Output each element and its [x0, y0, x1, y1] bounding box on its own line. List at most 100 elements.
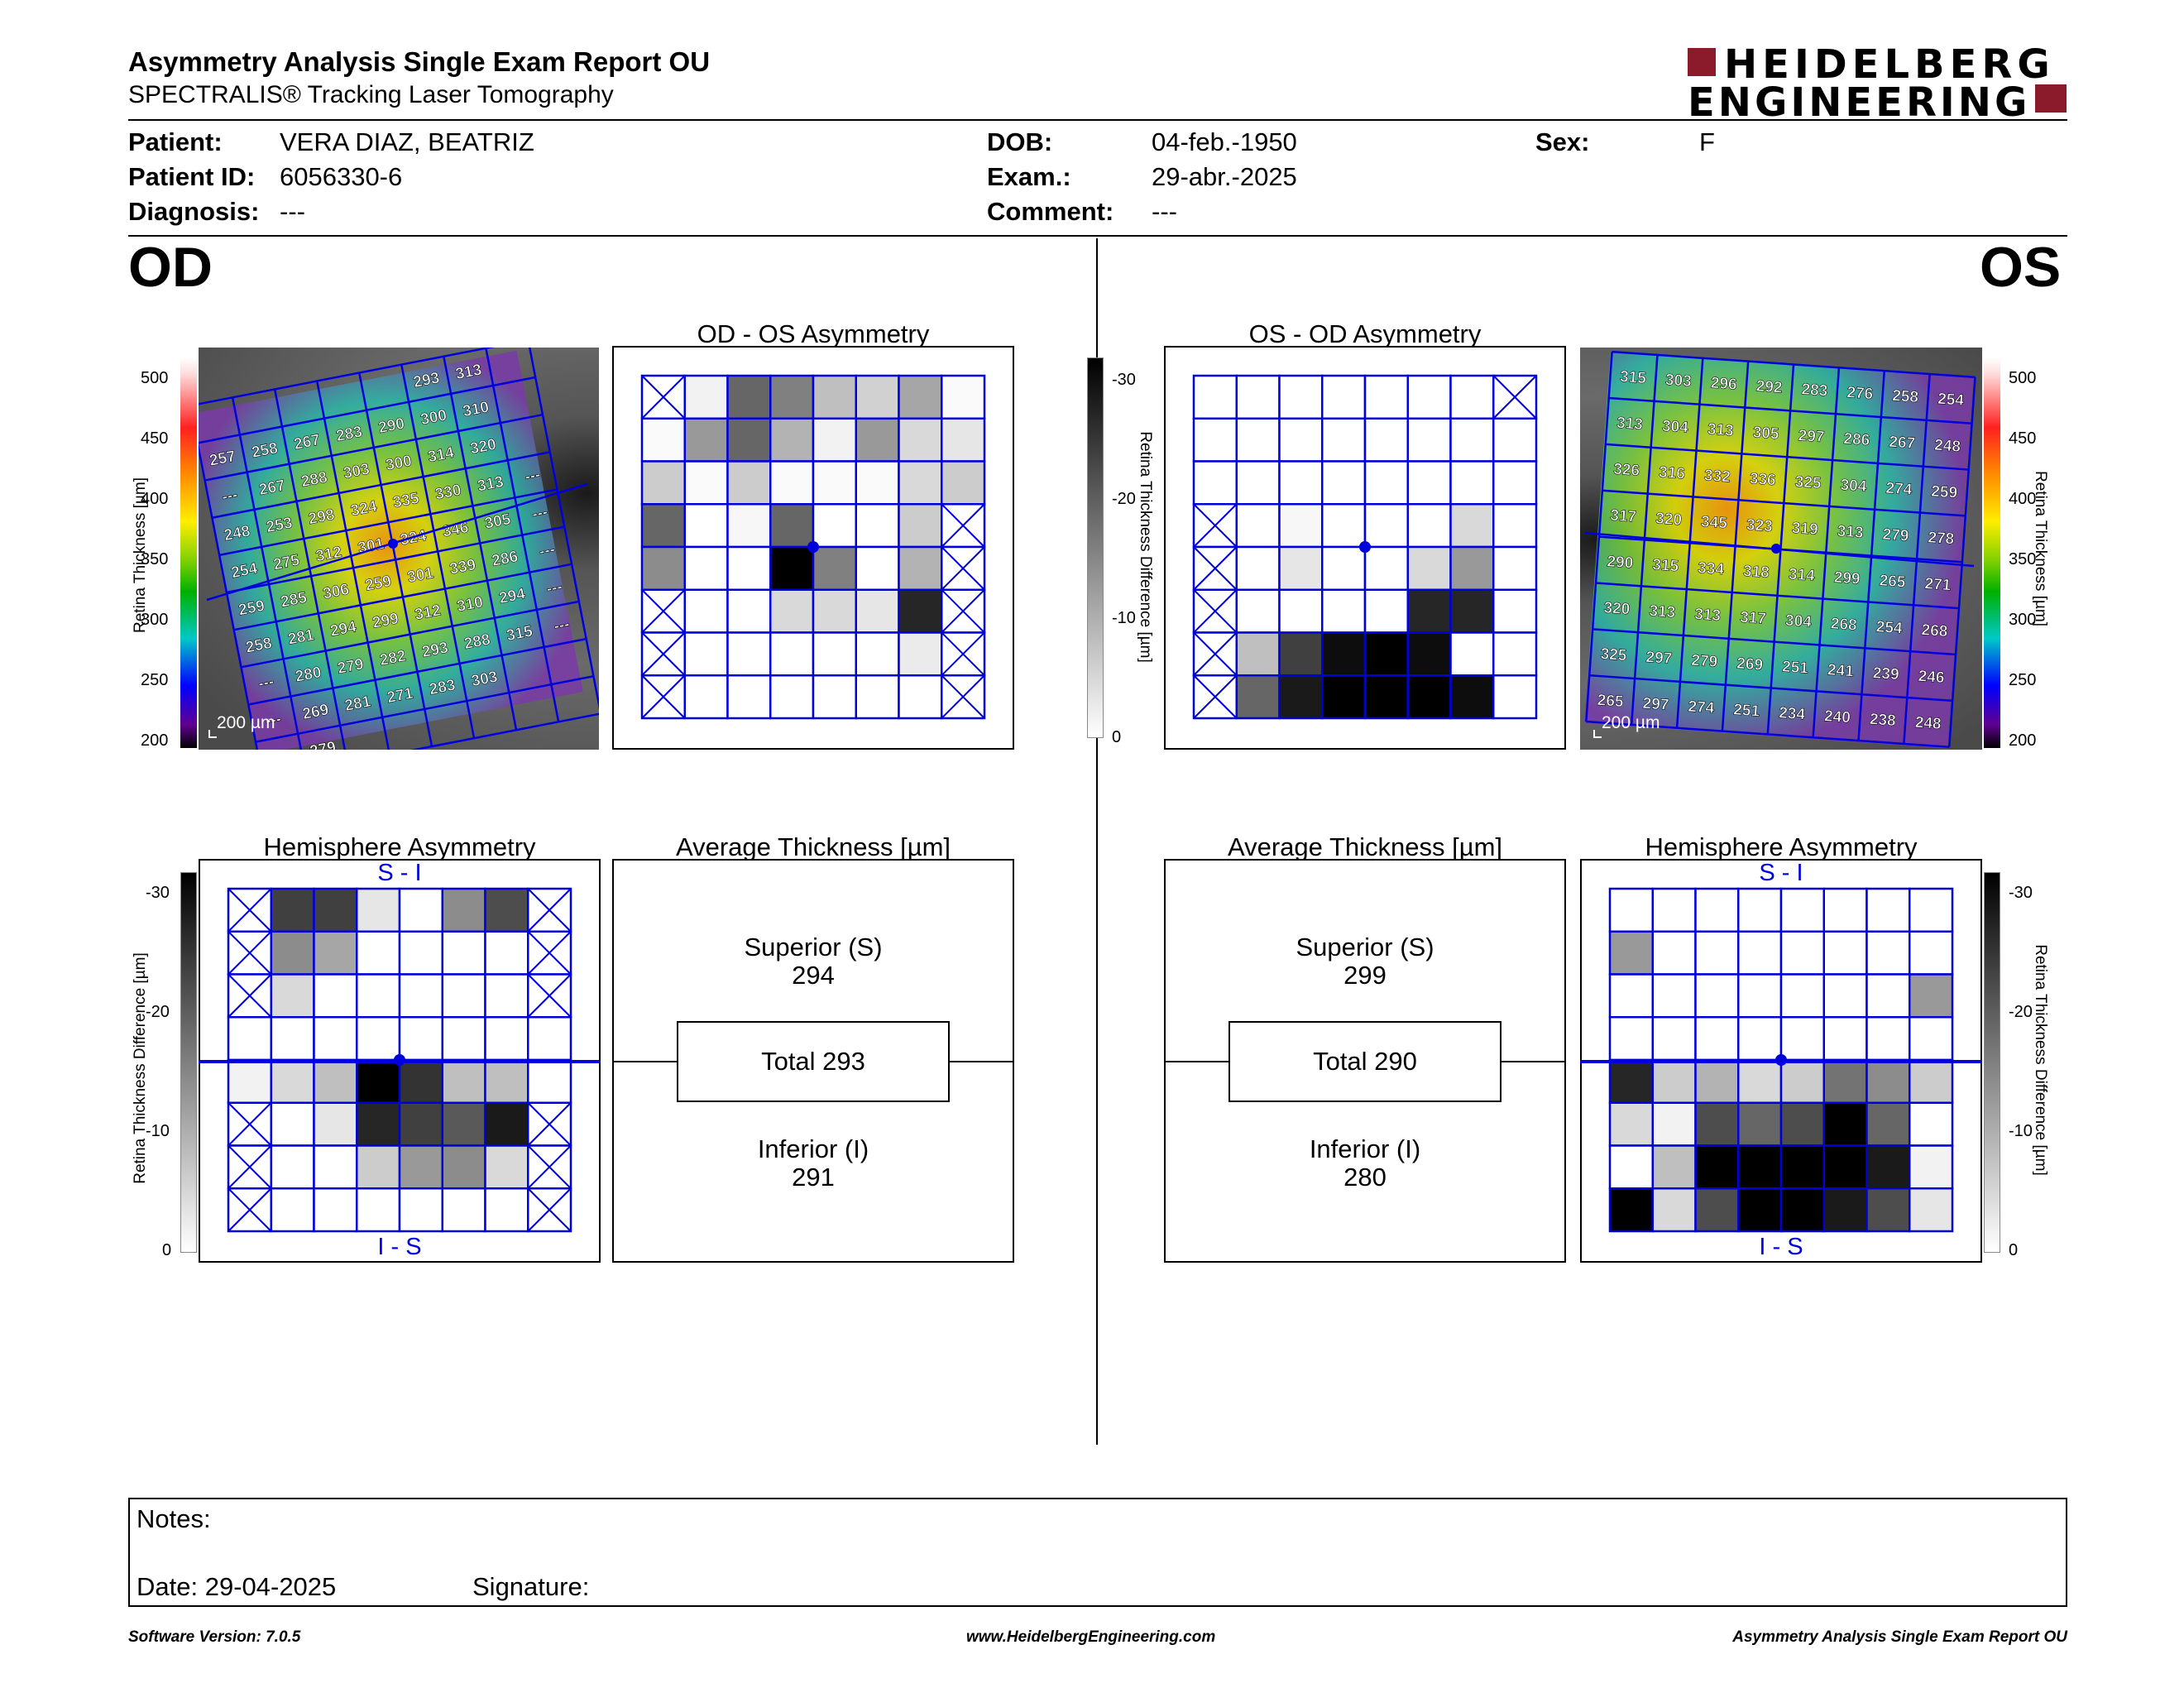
- grid-cell: [1737, 1016, 1783, 1062]
- center-diff-tick: -20: [1112, 490, 1136, 508]
- grid-cell: [898, 460, 943, 506]
- grid-cell: [313, 1144, 358, 1190]
- excluded-cell-mark: [641, 674, 686, 719]
- grid-cell: [313, 1058, 358, 1104]
- grid-cell: [898, 674, 943, 720]
- thickness-value: 299: [1833, 569, 1861, 588]
- thickness-value: 293: [412, 369, 441, 391]
- thickness-value: 314: [1788, 566, 1816, 585]
- od-asym-title: OD - OS Asymmetry: [697, 319, 930, 348]
- os-hemi-tick: -20: [2009, 1003, 2033, 1021]
- od-scale-bar-label: 200 µm: [217, 713, 275, 732]
- grid-cell: [1449, 460, 1495, 506]
- grid-cell: [484, 1187, 529, 1233]
- od-inferior-value: 291: [792, 1163, 835, 1192]
- grid-cell: [769, 374, 815, 420]
- grid-cell: [1651, 887, 1697, 933]
- map-grid-line: [199, 405, 265, 750]
- grid-cell: [441, 1144, 486, 1190]
- grid-cell: [683, 374, 729, 420]
- grid-cell: [769, 674, 815, 720]
- grid-cell: [1909, 930, 1954, 976]
- od-avg-title: Average Thickness [µm]: [675, 832, 951, 861]
- grid-cell: [1608, 930, 1654, 976]
- od-thickness-tick: 400: [141, 490, 169, 508]
- grid-cell: [1235, 374, 1281, 420]
- grid-cell: [1694, 887, 1740, 933]
- excluded-cell-mark: [941, 503, 985, 548]
- od-average-panel: Superior (S) 294 Total 293 Inferior (I) …: [612, 859, 1014, 1263]
- thickness-value: ---: [538, 541, 557, 561]
- grid-cell: [1737, 1187, 1783, 1233]
- grid-cell: [1779, 930, 1825, 976]
- thickness-value: 267: [257, 477, 286, 499]
- diagnosis-label: Diagnosis:: [128, 197, 260, 226]
- grid-cell: [1492, 460, 1538, 506]
- grid-cell: [1608, 1016, 1654, 1062]
- patient-name: VERA DIAZ, BEATRIZ: [280, 127, 534, 156]
- excluded-cell-mark: [641, 375, 686, 420]
- grid-cell: [1449, 503, 1495, 549]
- grid-cell: [1449, 374, 1495, 420]
- grid-cell: [1694, 973, 1740, 1019]
- grid-cell: [227, 1058, 272, 1104]
- grid-cell: [1192, 460, 1238, 506]
- grid-cell: [1779, 1144, 1825, 1190]
- od-thickness-map: 293 313 257 258 267 283 290 300 310 --- 267 288 303 3…: [199, 348, 599, 750]
- thickness-value: ---: [545, 578, 564, 598]
- map-grid-line: [485, 348, 560, 722]
- grid-cell: [398, 1187, 443, 1233]
- thickness-value: 258: [244, 635, 273, 657]
- grid-cell: [1492, 545, 1538, 591]
- thickness-value: 345: [1700, 513, 1728, 532]
- grid-cell: [270, 973, 315, 1019]
- grid-cell: [1406, 631, 1452, 677]
- os-asymmetry-panel: [1164, 346, 1566, 750]
- grid-cell: [1449, 417, 1495, 463]
- grid-cell: [726, 374, 772, 420]
- excluded-cell-mark: [228, 888, 272, 933]
- grid-cell: [1406, 417, 1452, 463]
- comment: ---: [1152, 197, 1177, 226]
- grid-cell: [769, 545, 815, 591]
- grid-cell: [640, 460, 686, 506]
- grid-cell: [1192, 374, 1238, 420]
- dob-label: DOB:: [987, 127, 1053, 156]
- excluded-cell-mark: [527, 931, 572, 976]
- thickness-value: 296: [1710, 375, 1737, 394]
- grid-cell: [484, 1144, 529, 1190]
- grid-cell: [1363, 545, 1409, 591]
- sex: F: [1699, 127, 1715, 156]
- thickness-value: 317: [1739, 609, 1766, 628]
- grid-cell: [1779, 1016, 1825, 1062]
- grid-cell: [812, 545, 857, 591]
- grid-cell: [1694, 1144, 1740, 1190]
- grid-cell: [726, 674, 772, 720]
- website-link[interactable]: www.HeidelbergEngineering.com: [966, 1628, 1216, 1646]
- thickness-value: ---: [220, 487, 239, 506]
- grid-cell: [855, 503, 900, 549]
- excluded-cell-mark: [941, 631, 985, 676]
- grid-cell: [1321, 374, 1367, 420]
- thickness-value: 297: [1798, 427, 1825, 446]
- thickness-value: 251: [1781, 658, 1809, 677]
- grid-cell: [726, 460, 772, 506]
- grid-cell: [313, 1101, 358, 1147]
- grid-cell: [1363, 674, 1409, 720]
- grid-cell: [1866, 930, 1911, 976]
- grid-cell: [313, 930, 358, 976]
- grid-cell: [855, 588, 900, 634]
- grid-cell: [941, 417, 986, 463]
- logo-line1: HEIDELBERG: [1724, 41, 2055, 88]
- grid-cell: [270, 1016, 315, 1062]
- thickness-value: 279: [1882, 526, 1909, 545]
- map-grid-line: [1630, 354, 1659, 725]
- thickness-value: 313: [1837, 523, 1864, 542]
- grid-cell: [812, 417, 857, 463]
- notes-box[interactable]: Notes: Date: 29-04-2025 Signature:: [128, 1498, 2067, 1607]
- grid-cell: [398, 1016, 443, 1062]
- excluded-cell-mark: [1492, 375, 1537, 420]
- diagnosis: ---: [280, 197, 305, 226]
- thickness-value: 279: [1691, 652, 1718, 671]
- thickness-value: 240: [1823, 707, 1851, 727]
